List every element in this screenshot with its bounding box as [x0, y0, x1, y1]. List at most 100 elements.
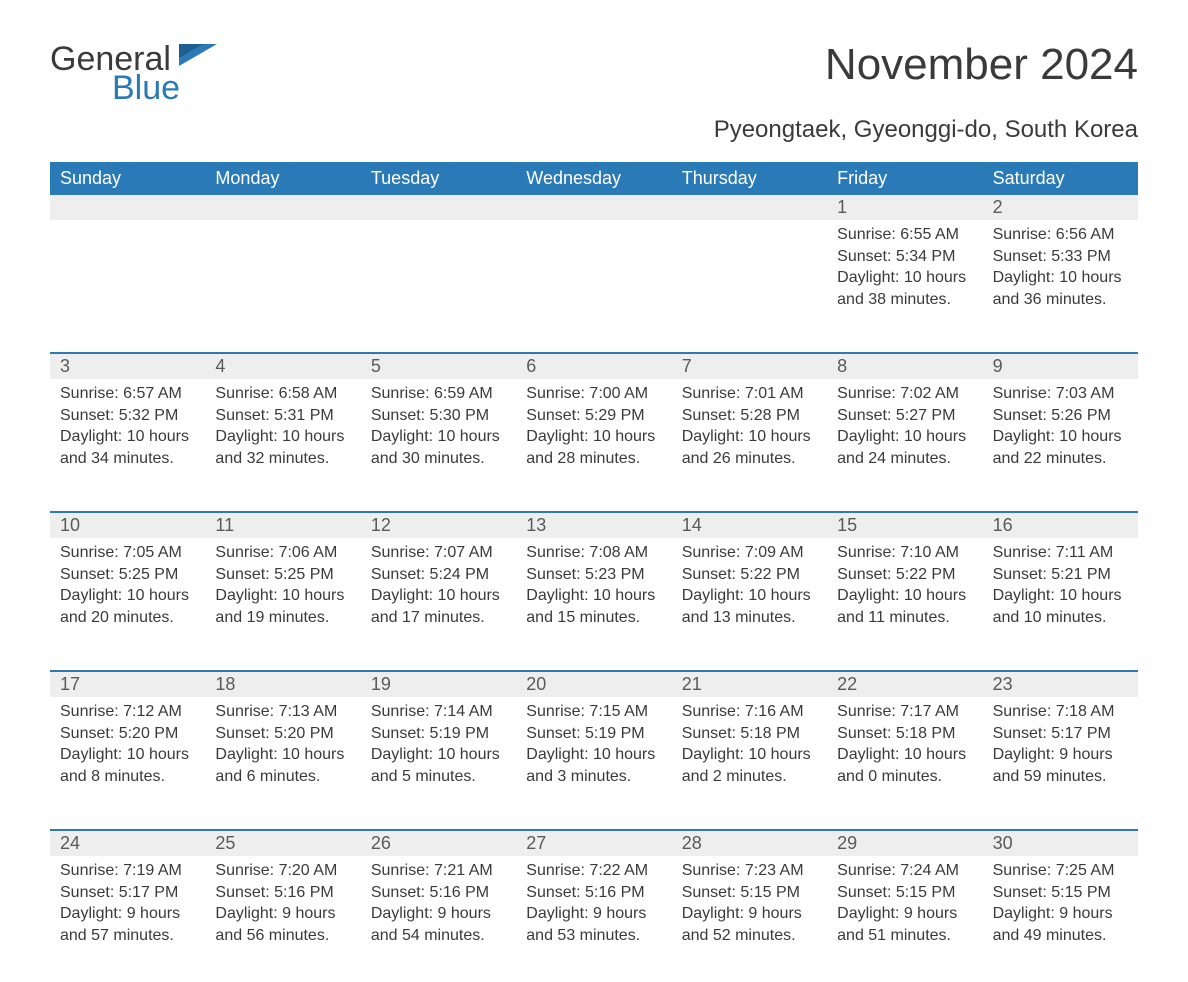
day-cell [672, 220, 827, 346]
week-row: 24252627282930Sunrise: 7:19 AMSunset: 5:… [50, 829, 1138, 982]
sunset-text: Sunset: 5:23 PM [526, 564, 661, 586]
day-cell: Sunrise: 7:09 AMSunset: 5:22 PMDaylight:… [672, 538, 827, 664]
day-cell: Sunrise: 7:15 AMSunset: 5:19 PMDaylight:… [516, 697, 671, 823]
daylight-text: Daylight: 9 hours and 49 minutes. [993, 903, 1128, 946]
day-content: Sunrise: 7:18 AMSunset: 5:17 PMDaylight:… [983, 697, 1138, 797]
sunset-text: Sunset: 5:24 PM [371, 564, 506, 586]
sunset-text: Sunset: 5:34 PM [837, 246, 972, 268]
day-number [205, 195, 360, 220]
sunrise-text: Sunrise: 7:22 AM [526, 860, 661, 882]
daylight-text: Daylight: 10 hours and 10 minutes. [993, 585, 1128, 628]
daylight-text: Daylight: 10 hours and 22 minutes. [993, 426, 1128, 469]
sunrise-text: Sunrise: 7:25 AM [993, 860, 1128, 882]
sunset-text: Sunset: 5:22 PM [682, 564, 817, 586]
daylight-text: Daylight: 9 hours and 59 minutes. [993, 744, 1128, 787]
week-row: 3456789 Sunrise: 6:57 AMSunset: 5:32 PM Da… [50, 352, 1138, 505]
day-number: 12 [361, 513, 516, 538]
day-number: 28 [672, 831, 827, 856]
sunset-text: Sunset: 5:16 PM [215, 882, 350, 904]
logo: General Blue [50, 40, 217, 108]
sunrise-text: Sunrise: 7:17 AM [837, 701, 972, 723]
day-number: 9 [983, 354, 1138, 379]
day-number: 13 [516, 513, 671, 538]
sunset-text: Sunset: 5:16 PM [371, 882, 506, 904]
sunrise-text: Sunrise: 7:24 AM [837, 860, 972, 882]
day-cell: Sunrise: 7:24 AMSunset: 5:15 PMDaylight:… [827, 856, 982, 982]
sunset-text: Sunset: 5:32 PM [60, 405, 195, 427]
sunset-text: Sunset: 5:28 PM [682, 405, 817, 427]
day-content: Sunrise: 7:02 AMSunset: 5:27 PMDaylight:… [827, 379, 982, 479]
page-title: November 2024 [825, 40, 1138, 90]
day-content: Sunrise: 7:17 AMSunset: 5:18 PMDaylight:… [827, 697, 982, 797]
daylight-text: Daylight: 10 hours and 2 minutes. [682, 744, 817, 787]
sunrise-text: Sunrise: 6:57 AM [60, 383, 195, 405]
day-number: 19 [361, 672, 516, 697]
sunrise-text: Sunrise: 7:09 AM [682, 542, 817, 564]
logo-block: General Blue [50, 40, 217, 108]
sunset-text: Sunset: 5:26 PM [993, 405, 1128, 427]
sunrise-text: Sunrise: 7:03 AM [993, 383, 1128, 405]
day-cell: Sunrise: 7:25 AMSunset: 5:15 PMDaylight:… [983, 856, 1138, 982]
day-content: Sunrise: 7:21 AMSunset: 5:16 PMDaylight:… [361, 856, 516, 956]
daylight-text: Daylight: 9 hours and 52 minutes. [682, 903, 817, 946]
weeks-container: 12Sunrise: 6:55 AMSunset: 5:34 PMDayligh… [50, 195, 1138, 982]
day-cell: Sunrise: 7:11 AMSunset: 5:21 PMDaylight:… [983, 538, 1138, 664]
day-number: 21 [672, 672, 827, 697]
daylight-text: Daylight: 10 hours and 11 minutes. [837, 585, 972, 628]
day-cell: Sunrise: 6:59 AMSunset: 5:30 PMDaylight:… [361, 379, 516, 505]
day-content: Sunrise: 7:23 AMSunset: 5:15 PMDaylight:… [672, 856, 827, 956]
day-number [361, 195, 516, 220]
daylight-text: Daylight: 10 hours and 6 minutes. [215, 744, 350, 787]
daylight-text: Daylight: 10 hours and 20 minutes. [60, 585, 195, 628]
sunset-text: Sunset: 5:15 PM [993, 882, 1128, 904]
day-content: Sunrise: 7:08 AMSunset: 5:23 PMDaylight:… [516, 538, 671, 638]
week-row: 17181920212223Sunrise: 7:12 AMSunset: 5:… [50, 670, 1138, 823]
sunset-text: Sunset: 5:15 PM [837, 882, 972, 904]
day-content: Sunrise: 7:16 AMSunset: 5:18 PMDaylight:… [672, 697, 827, 797]
sunrise-text: Sunrise: 7:05 AM [60, 542, 195, 564]
day-content-row: Sunrise: 7:05 AMSunset: 5:25 PMDaylight:… [50, 538, 1138, 664]
day-cell: Sunrise: 7:16 AMSunset: 5:18 PMDaylight:… [672, 697, 827, 823]
day-content [361, 220, 516, 234]
daylight-text: Daylight: 9 hours and 54 minutes. [371, 903, 506, 946]
sunrise-text: Sunrise: 7:08 AM [526, 542, 661, 564]
day-number: 20 [516, 672, 671, 697]
weekday-monday: Monday [205, 162, 360, 195]
day-cell: Sunrise: 7:18 AMSunset: 5:17 PMDaylight:… [983, 697, 1138, 823]
sunset-text: Sunset: 5:20 PM [60, 723, 195, 745]
sunrise-text: Sunrise: 7:01 AM [682, 383, 817, 405]
sunset-text: Sunset: 5:18 PM [837, 723, 972, 745]
day-cell: Sunrise: 7:03 AMSunset: 5:26 PMDaylight:… [983, 379, 1138, 505]
day-content: Sunrise: 7:12 AMSunset: 5:20 PMDaylight:… [50, 697, 205, 797]
sunrise-text: Sunrise: 7:18 AM [993, 701, 1128, 723]
sunset-text: Sunset: 5:30 PM [371, 405, 506, 427]
day-content: Sunrise: 7:25 AMSunset: 5:15 PMDaylight:… [983, 856, 1138, 956]
sunrise-text: Sunrise: 6:55 AM [837, 224, 972, 246]
sunset-text: Sunset: 5:25 PM [60, 564, 195, 586]
day-number: 10 [50, 513, 205, 538]
sunrise-text: Sunrise: 7:00 AM [526, 383, 661, 405]
day-content-row: Sunrise: 7:12 AMSunset: 5:20 PMDaylight:… [50, 697, 1138, 823]
day-number: 15 [827, 513, 982, 538]
sunrise-text: Sunrise: 7:02 AM [837, 383, 972, 405]
day-cell: Sunrise: 7:14 AMSunset: 5:19 PMDaylight:… [361, 697, 516, 823]
day-number: 5 [361, 354, 516, 379]
week-row: 12Sunrise: 6:55 AMSunset: 5:34 PMDayligh… [50, 195, 1138, 346]
day-number-row: 12 [50, 195, 1138, 220]
daylight-text: Daylight: 10 hours and 17 minutes. [371, 585, 506, 628]
sunrise-text: Sunrise: 7:06 AM [215, 542, 350, 564]
day-content: Sunrise: 7:06 AMSunset: 5:25 PMDaylight:… [205, 538, 360, 638]
daylight-text: Daylight: 10 hours and 38 minutes. [837, 267, 972, 310]
day-number: 17 [50, 672, 205, 697]
day-number-row: 3456789 [50, 352, 1138, 379]
sunrise-text: Sunrise: 7:16 AM [682, 701, 817, 723]
day-content: Sunrise: 6:55 AMSunset: 5:34 PMDaylight:… [827, 220, 982, 320]
day-content-row: Sunrise: 6:55 AMSunset: 5:34 PMDaylight:… [50, 220, 1138, 346]
day-number: 29 [827, 831, 982, 856]
daylight-text: Daylight: 10 hours and 3 minutes. [526, 744, 661, 787]
day-number-row: 17181920212223 [50, 670, 1138, 697]
day-content: Sunrise: 7:07 AMSunset: 5:24 PMDaylight:… [361, 538, 516, 638]
daylight-text: Daylight: 10 hours and 15 minutes. [526, 585, 661, 628]
header: General Blue November 2024 [50, 40, 1138, 108]
sunset-text: Sunset: 5:33 PM [993, 246, 1128, 268]
